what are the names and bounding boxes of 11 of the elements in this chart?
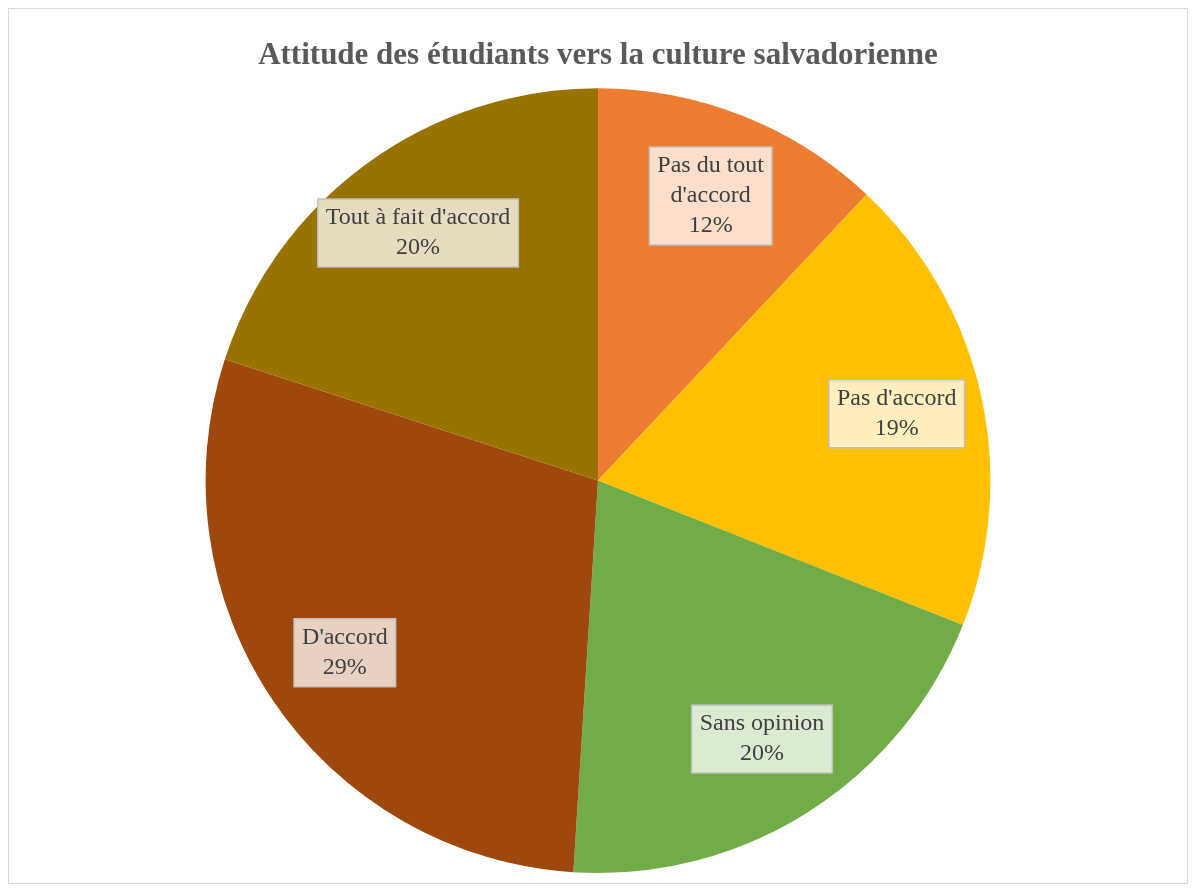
data-label: 20%	[396, 233, 441, 260]
data-label: 29%	[322, 652, 367, 679]
slice-label: Tout à fait d'accord	[325, 203, 511, 230]
chart-title: Attitude des étudiants vers la culture salvadorienne	[258, 35, 938, 71]
data-label: 19%	[874, 414, 919, 441]
slice-label: Pas du tout d'accord	[657, 151, 765, 208]
slice-label: Sans opinion	[699, 709, 825, 736]
slice-label: D'accord	[302, 622, 388, 649]
data-label: 12%	[688, 211, 733, 238]
slice-label: Pas d'accord	[836, 384, 957, 411]
data-label: 20%	[740, 739, 784, 766]
